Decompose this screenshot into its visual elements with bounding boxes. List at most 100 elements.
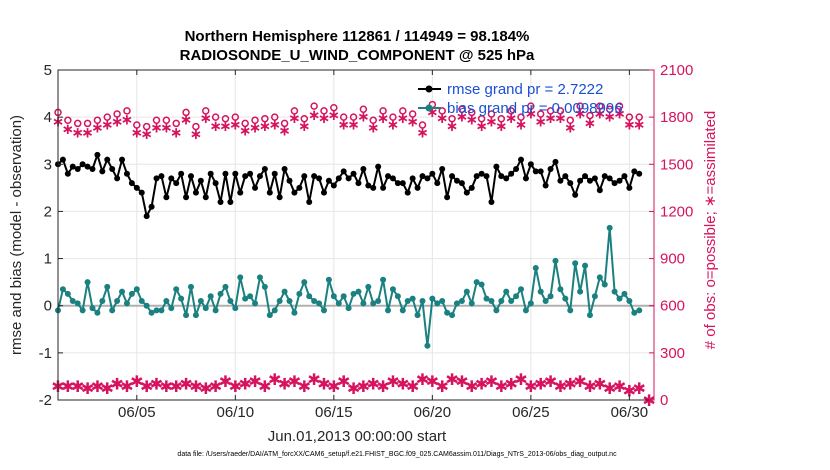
obs-assimilated-marker: ∗ — [81, 123, 94, 141]
bias-point — [183, 312, 190, 319]
obs-low-marker: ✱ — [71, 377, 84, 396]
bias-point — [380, 276, 387, 283]
rmse-point — [394, 180, 401, 187]
rmse-point — [148, 203, 155, 210]
rmse-point — [345, 175, 352, 182]
y-axis-label: rmse and bias (model - observation) — [8, 115, 25, 355]
rmse-point — [306, 199, 313, 205]
rmse-point — [557, 177, 564, 184]
rmse-point — [631, 168, 638, 175]
obs-assimilated-marker: ∗ — [544, 109, 557, 127]
obs-assimilated-marker: ∗ — [594, 104, 607, 122]
obs-low-marker: ✱ — [475, 375, 488, 394]
obs-low-marker: ✱ — [219, 372, 232, 391]
obs-assimilated-marker: ∗ — [603, 108, 616, 126]
bias-point — [345, 305, 352, 312]
obs-assimilated-marker: ∗ — [534, 112, 547, 130]
bias-point — [399, 307, 406, 314]
obs-assimilated-marker: ∗ — [554, 109, 567, 127]
bias-point — [468, 300, 475, 307]
bias-point — [89, 305, 96, 312]
obs-possible-marker — [408, 110, 417, 118]
rmse-point — [513, 166, 520, 172]
obs-assimilated-marker: ∗ — [347, 115, 360, 133]
y-axis-left: -2 -1 0 1 2 3 4 5 — [39, 62, 63, 409]
legend-bias-marker — [425, 104, 433, 112]
rmse-point — [79, 161, 86, 168]
bias-point — [458, 298, 465, 304]
obs-low-marker: ✱ — [603, 379, 616, 398]
obs-possible-marker — [330, 103, 338, 112]
obs-possible-marker — [241, 119, 249, 128]
bias-point — [133, 286, 140, 293]
bias-point — [128, 290, 135, 297]
bias-point — [611, 288, 618, 295]
obs-low-marker: ✱ — [150, 375, 163, 394]
rmse-point — [468, 184, 475, 191]
rmse-point — [503, 175, 510, 182]
bias-point — [350, 290, 357, 297]
obs-possible-marker — [586, 111, 594, 120]
obs-low-marker: ✱ — [573, 372, 586, 391]
bias-point — [577, 288, 584, 295]
obs-low-marker: ✱ — [130, 372, 143, 391]
rmse-point — [212, 180, 219, 187]
obs-assimilated-marker: ∗ — [505, 109, 518, 127]
rmse-point — [261, 166, 268, 172]
rmse-point — [163, 194, 170, 201]
bias-point — [626, 298, 633, 304]
rmse-point — [237, 189, 244, 196]
obs-assimilated-marker: ∗ — [515, 115, 528, 133]
rmse-point — [197, 177, 204, 184]
rmse-point — [301, 173, 308, 180]
rmse-point — [143, 213, 150, 220]
bias-point — [252, 300, 259, 307]
rmse-point — [488, 199, 495, 205]
bias-point — [256, 274, 263, 281]
obs-low-marker: ✱ — [288, 372, 301, 391]
y2-tick-label: 2100 — [660, 62, 693, 79]
bias-point — [473, 279, 480, 286]
obs-possible-marker — [379, 107, 387, 115]
obs-possible-marker — [605, 105, 614, 114]
obs-low-marker: ✱ — [189, 377, 202, 396]
obs-possible-marker — [349, 113, 358, 121]
obs-possible-marker — [635, 113, 643, 121]
bias-point — [444, 309, 451, 316]
obs-possible-marker — [202, 107, 210, 115]
rmse-point — [271, 170, 278, 177]
bias-point — [606, 224, 613, 231]
x-tick-label: 06/05 — [118, 404, 156, 421]
rmse-point — [232, 170, 239, 177]
bias-point — [306, 293, 313, 300]
obs-assimilated-marker: ∗ — [199, 109, 212, 127]
bias-point — [518, 286, 525, 293]
rmse-point — [537, 168, 544, 175]
rmse-point — [183, 194, 190, 201]
obs-low-marker: ✱ — [544, 372, 557, 391]
bias-point — [424, 342, 431, 349]
obs-assimilated-marker: ∗ — [131, 123, 144, 141]
rmse-point — [330, 182, 337, 189]
bias-point — [596, 274, 603, 281]
obs-assimilated-marker: ∗ — [249, 119, 262, 137]
obs-possible-marker — [83, 119, 92, 128]
y2-tick-label: 300 — [660, 345, 685, 362]
chart-subtitle: RADIOSONDE_U_WIND_COMPONENT @ 525 hPa — [180, 47, 535, 64]
rmse-point — [572, 191, 579, 198]
rmse-point — [256, 173, 263, 180]
obs-low-marker: ✱ — [465, 377, 478, 396]
y2-tick-label: 1500 — [660, 156, 693, 173]
obs-assimilated-marker: ∗ — [633, 115, 646, 133]
rmse-point — [247, 170, 254, 177]
rmse-point — [606, 175, 613, 182]
rmse-point — [591, 175, 598, 182]
bias-point — [330, 293, 337, 300]
obs-low-marker: ✱ — [357, 377, 370, 396]
bias-point — [503, 288, 510, 295]
bias-point — [621, 290, 628, 297]
obs-possible-marker — [625, 113, 634, 121]
obs-possible-marker — [251, 116, 259, 125]
rmse-point — [74, 166, 81, 172]
rmse-point — [128, 180, 135, 187]
